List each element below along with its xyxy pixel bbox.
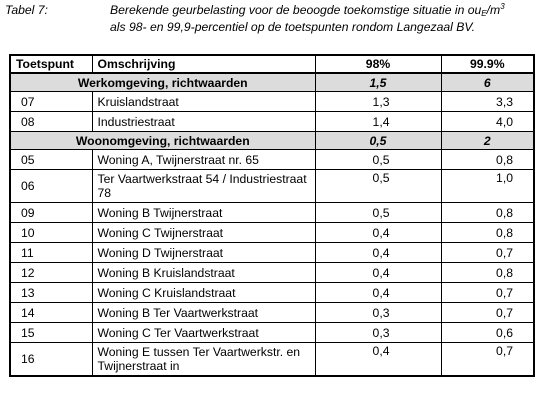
table-row: 08 Industriestraat 1,4 4,0 [9,111,535,132]
value-98-cell: 0,5 [314,202,442,223]
caption-label: Tabel 7: [5,3,48,17]
value-98-cell: 0,5 [314,169,442,203]
value-98-cell: 0,4 [314,342,442,377]
toetspunt-cell: 14 [9,302,93,323]
omschrijving-cell: Woning E tussen Ter Vaartwerkstr. en Twi… [91,342,316,377]
table-row: 16 Woning E tussen Ter Vaartwerkstr. en … [9,342,535,377]
caption-line2: als 98- en 99,9-percentiel op de toetspu… [110,20,475,34]
table-row: 12 Woning B Kruislandstraat 0,4 0,8 [9,262,535,283]
omschrijving-cell: Woning B Ter Vaartwerkstraat [91,302,316,323]
value-98-cell: 1,4 [314,111,442,132]
value-98-cell: 0,4 [314,222,442,243]
toetspunt-cell: 05 [9,149,93,170]
toetspunt-cell: 15 [9,322,93,343]
value-999-cell: 0,6 [440,322,535,343]
toetspunt-cell: 06 [9,169,93,203]
omschrijving-cell: Woning B Twijnerstraat [91,202,316,223]
toetspunt-cell: 09 [9,202,93,223]
table-row: 05 Woning A, Twijnerstraat nr. 65 0,5 0,… [9,149,535,170]
value-999-cell: 0,8 [440,202,535,223]
group-name: Werkomgeving, richtwaarden [9,72,316,92]
header-toetspunt: Toetspunt [9,54,93,74]
omschrijving-cell: Industriestraat [91,111,316,132]
value-999-cell: 0,7 [440,282,535,303]
table-row: 09 Woning B Twijnerstraat 0,5 0,8 [9,202,535,223]
toetspunt-cell: 12 [9,262,93,283]
caption-line1-text: Berekende geurbelasting voor de beoogde … [110,3,482,17]
value-999-cell: 0,7 [440,302,535,323]
toetspunt-cell: 16 [9,342,93,377]
toetspunt-cell: 08 [9,111,93,132]
value-999-cell: 0,7 [440,342,535,377]
table-row: 06 Ter Vaartwerkstraat 54 / Industriestr… [9,169,535,203]
group-name: Woonomgeving, richtwaarden [9,131,316,150]
omschrijving-cell: Woning B Kruislandstraat [91,262,316,283]
caption-unit-text: /m [486,3,501,17]
table-caption: Tabel 7: Berekende geurbelasting voor de… [5,2,535,40]
header-98: 98% [314,54,442,74]
value-98-cell: 0,4 [314,262,442,283]
value-98-cell: 0,5 [314,149,442,170]
caption-unit-superscript: 3 [500,2,505,11]
group-row-woonomgeving: Woonomgeving, richtwaarden 0,5 2 [9,131,535,150]
toetspunt-cell: 07 [9,91,93,112]
group-limit-98: 0,5 [314,131,442,150]
toetspunt-cell: 13 [9,282,93,303]
table-row: 14 Woning B Ter Vaartwerkstraat 0,3 0,7 [9,302,535,323]
omschrijving-cell: Woning C Kruislandstraat [91,282,316,303]
value-999-cell: 0,8 [440,262,535,283]
table-row: 13 Woning C Kruislandstraat 0,4 0,7 [9,282,535,303]
omschrijving-cell: Woning D Twijnerstraat [91,242,316,263]
toetspunt-cell: 11 [9,242,93,263]
caption-line1: Berekende geurbelasting voor de beoogde … [110,2,505,18]
omschrijving-cell: Ter Vaartwerkstraat 54 / Industriestraat… [91,169,316,203]
value-999-cell: 0,7 [440,242,535,263]
omschrijving-cell: Woning A, Twijnerstraat nr. 65 [91,149,316,170]
odour-results-table: Toetspunt Omschrijving 98% 99.9% Werkomg… [9,54,535,377]
value-98-cell: 0,3 [314,302,442,323]
group-limit-999: 6 [440,72,535,92]
omschrijving-cell: Woning C Ter Vaartwerkstraat [91,322,316,343]
caption-unit-subscript: E [481,9,487,18]
table-row: 15 Woning C Ter Vaartwerkstraat 0,3 0,6 [9,322,535,343]
value-999-cell: 0,8 [440,149,535,170]
value-999-cell: 0,8 [440,222,535,243]
omschrijving-cell: Woning C Twijnerstraat [91,222,316,243]
group-limit-999: 2 [440,131,535,150]
value-999-cell: 1,0 [440,169,535,203]
group-limit-98: 1,5 [314,72,442,92]
group-row-werkomgeving: Werkomgeving, richtwaarden 1,5 6 [9,72,535,92]
omschrijving-cell: Kruislandstraat [91,91,316,112]
value-999-cell: 3,3 [440,91,535,112]
value-98-cell: 0,3 [314,322,442,343]
caption-text: Berekende geurbelasting voor de beoogde … [110,2,530,36]
table-row: 10 Woning C Twijnerstraat 0,4 0,8 [9,222,535,243]
value-999-cell: 4,0 [440,111,535,132]
header-999: 99.9% [440,54,535,74]
table-row: 11 Woning D Twijnerstraat 0,4 0,7 [9,242,535,263]
value-98-cell: 1,3 [314,91,442,112]
value-98-cell: 0,4 [314,242,442,263]
table-header-row: Toetspunt Omschrijving 98% 99.9% [9,54,535,74]
header-omschrijving: Omschrijving [91,54,316,74]
toetspunt-cell: 10 [9,222,93,243]
table-row: 07 Kruislandstraat 1,3 3,3 [9,91,535,112]
value-98-cell: 0,4 [314,282,442,303]
